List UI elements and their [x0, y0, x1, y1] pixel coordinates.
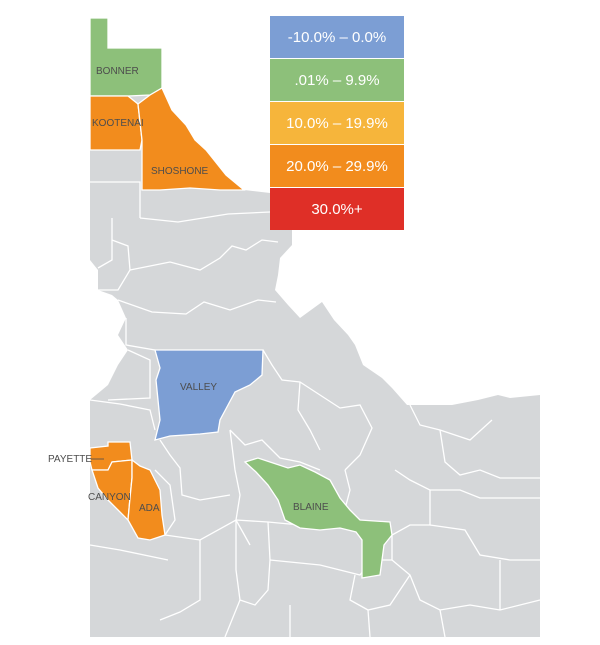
legend-item-negative: -10.0% – 0.0%	[270, 16, 404, 58]
legend-item-high: 20.0% – 29.9%	[270, 145, 404, 187]
county-label-shoshone: SHOSHONE	[151, 166, 209, 177]
legend-item-mid: 10.0% – 19.9%	[270, 102, 404, 144]
county-shoshone	[137, 87, 246, 191]
legend-item-low: .01% – 9.9%	[270, 59, 404, 101]
county-label-blaine: BLAINE	[293, 502, 329, 513]
county-valley	[154, 349, 264, 441]
legend-label: .01% – 9.9%	[294, 71, 380, 89]
county-blaine	[243, 457, 393, 579]
county-ada	[127, 458, 166, 541]
county-bonner	[89, 17, 163, 97]
county-label-payette: PAYETTE	[48, 454, 92, 465]
county-label-bonner: BONNER	[96, 66, 139, 77]
legend-label: 10.0% – 19.9%	[286, 114, 388, 132]
legend-label: 20.0% – 29.9%	[286, 157, 388, 175]
county-label-kootenai: KOOTENAI	[92, 118, 144, 129]
legend-label: 30.0%+	[311, 200, 363, 218]
county-label-ada: ADA	[139, 503, 160, 514]
legend-item-top: 30.0%+	[270, 188, 404, 230]
county-boundaries	[89, 181, 541, 638]
map-legend: -10.0% – 0.0% .01% – 9.9% 10.0% – 19.9% …	[270, 16, 404, 231]
county-label-canyon: CANYON	[88, 492, 131, 503]
county-label-valley: VALLEY	[180, 382, 217, 393]
legend-label: -10.0% – 0.0%	[287, 28, 387, 46]
